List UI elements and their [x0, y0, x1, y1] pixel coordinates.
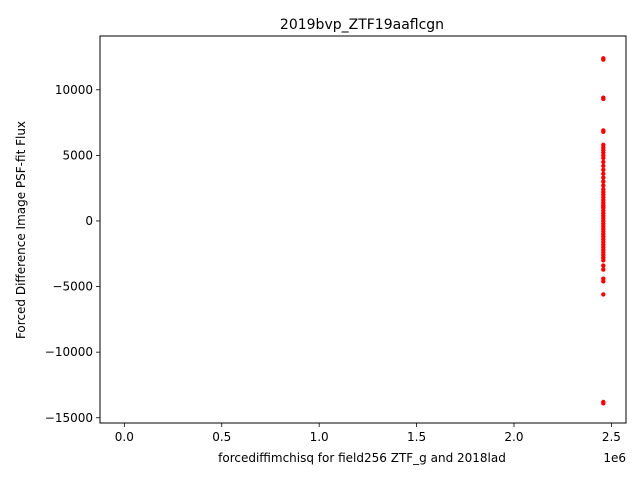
data-point	[601, 96, 606, 102]
data-point	[601, 179, 606, 184]
data-point	[601, 175, 606, 180]
y-tick-label: −5000	[52, 280, 93, 294]
data-point	[601, 167, 606, 173]
x-axis-ticks: 0.0 0.5 1.0 1.5 2.0 2.5	[115, 423, 621, 444]
y-tick-label: 5000	[62, 148, 93, 162]
data-point	[601, 163, 606, 169]
data-point	[601, 159, 606, 165]
x-tick-label: 0.0	[115, 430, 134, 444]
x-tick-label: 2.5	[602, 430, 621, 444]
y-tick-label: −15000	[45, 411, 93, 425]
x-tick-label: 1.5	[407, 430, 426, 444]
y-axis-label: Forced Difference Image PSF-fit Flux	[14, 121, 28, 339]
data-point	[601, 267, 606, 272]
data-point	[601, 171, 606, 176]
y-axis-ticks: −15000 −10000 −5000 0 5000 10000	[45, 83, 100, 425]
data-point	[601, 204, 606, 209]
x-axis-label: forcediffimchisq for field256 ZTF_g and …	[218, 451, 506, 465]
x-tick-label: 2.0	[504, 430, 523, 444]
data-point	[601, 401, 606, 406]
data-point	[601, 57, 606, 62]
plot-area-frame	[99, 35, 627, 424]
data-point	[601, 183, 606, 188]
data-point	[601, 263, 606, 268]
y-tick-label: 0	[85, 214, 93, 228]
x-tick-label: 1.0	[310, 430, 329, 444]
data-point	[601, 258, 606, 263]
y-tick-label: −10000	[45, 345, 93, 359]
chart-title: 2019bvp_ZTF19aaflcgn	[280, 17, 444, 33]
y-tick-label: 10000	[55, 83, 93, 97]
data-point	[601, 279, 606, 284]
data-points	[601, 56, 606, 406]
data-point	[601, 292, 606, 297]
x-tick-label: 0.5	[212, 430, 231, 444]
data-point	[601, 129, 606, 134]
data-point	[601, 155, 606, 161]
x-axis-offset-label: 1e6	[603, 451, 626, 465]
